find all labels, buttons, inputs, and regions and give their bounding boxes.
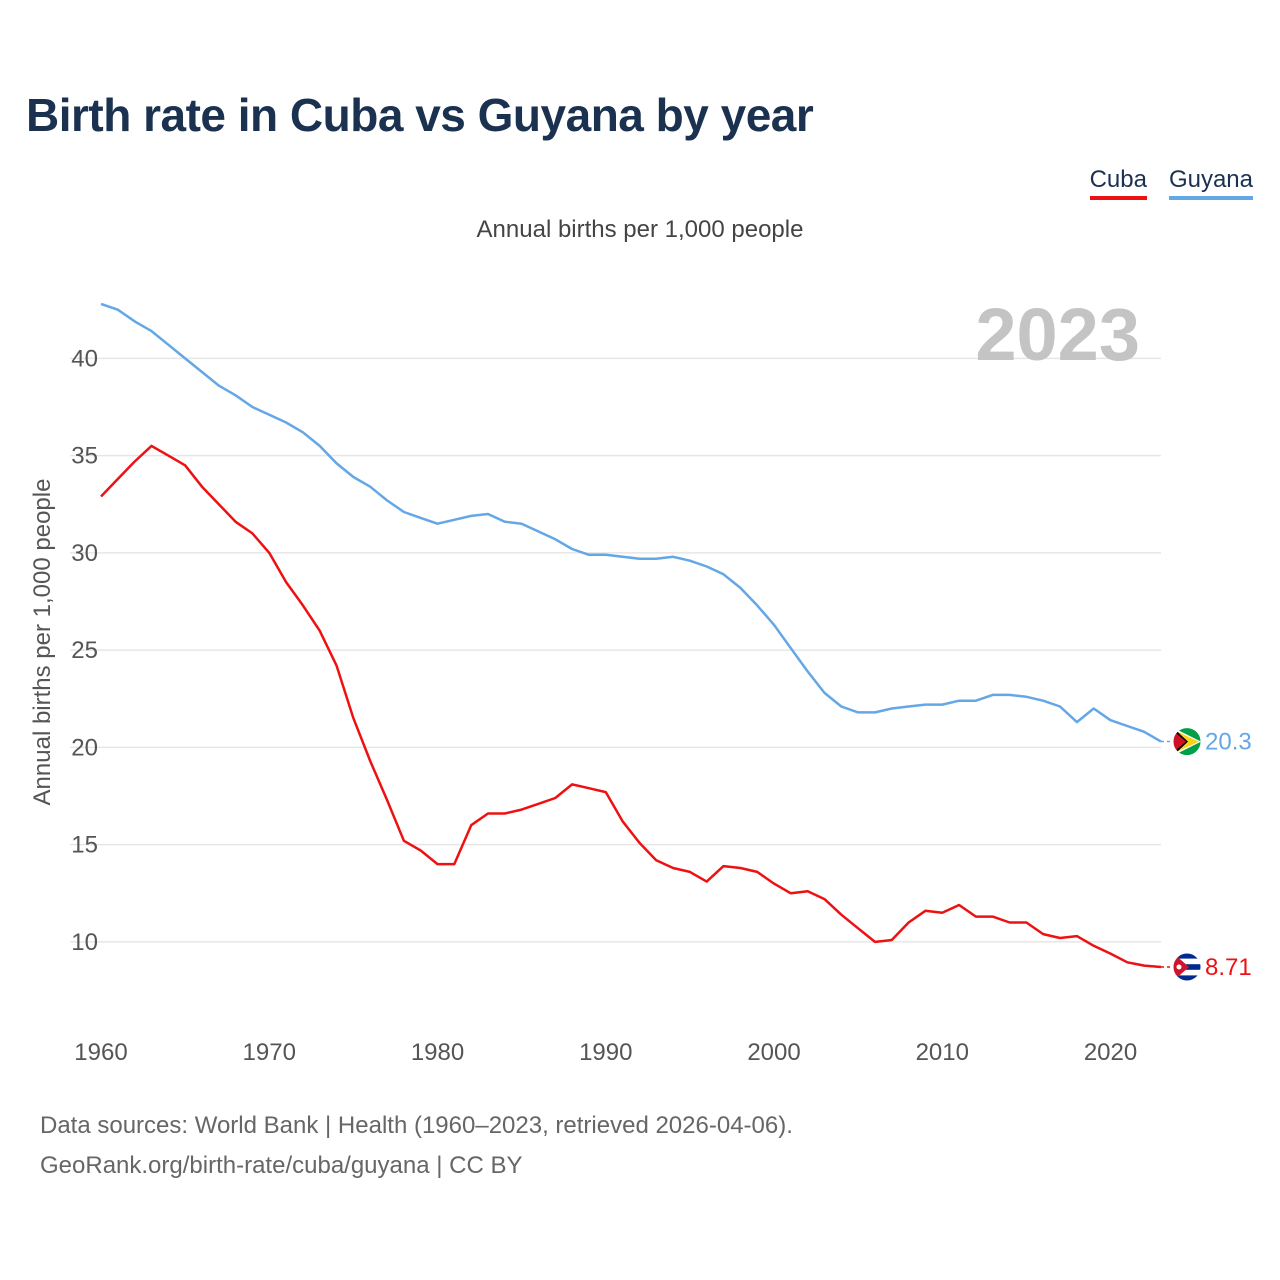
x-tick-label: 1980 bbox=[411, 1039, 464, 1066]
x-tick-label: 2020 bbox=[1084, 1039, 1137, 1066]
footer: Data sources: World Bank | Health (1960–… bbox=[40, 1106, 793, 1186]
end-value-label-cuba: 8.71 bbox=[1205, 954, 1252, 981]
x-tick-label: 1960 bbox=[74, 1039, 127, 1066]
y-tick-label: 25 bbox=[71, 637, 98, 664]
series-line-cuba[interactable] bbox=[100, 444, 1162, 969]
legend-item-cuba[interactable]: Cuba bbox=[1089, 166, 1147, 200]
x-tick-label: 2000 bbox=[747, 1039, 800, 1066]
y-tick-label: 40 bbox=[71, 345, 98, 372]
y-tick-label: 15 bbox=[71, 832, 98, 859]
line-chart: 10 15 20 25 30 35 40 1960 1970 1980 1990 2000 2010 20… bbox=[29, 293, 1252, 1066]
x-tick-label: 1990 bbox=[579, 1039, 632, 1066]
cuba-flag-icon bbox=[1172, 952, 1202, 982]
y-axis-title: Annual births per 1,000 people bbox=[29, 479, 56, 806]
y-tick-label: 30 bbox=[71, 540, 98, 567]
chart-subtitle: Annual births per 1,000 people bbox=[476, 216, 804, 243]
year-watermark: 2023 bbox=[975, 293, 1140, 376]
y-tick-label: 35 bbox=[71, 443, 98, 470]
x-tick-label: 2010 bbox=[916, 1039, 969, 1066]
legend-item-guyana[interactable]: Guyana bbox=[1168, 166, 1253, 200]
data-source-text: Data sources: World Bank | Health (1960–… bbox=[40, 1112, 793, 1139]
x-tick-label: 1970 bbox=[243, 1039, 296, 1066]
series-line-guyana[interactable] bbox=[100, 302, 1162, 743]
y-tick-label: 20 bbox=[71, 734, 98, 761]
legend: Cuba Guyana bbox=[1089, 166, 1253, 200]
chart-title: Birth rate in Cuba vs Guyana by year bbox=[26, 89, 814, 141]
end-value-label-guyana: 20.3 bbox=[1205, 729, 1252, 756]
guyana-flag-icon bbox=[1172, 727, 1202, 757]
source-url-text[interactable]: GeoRank.org/birth-rate/cuba/guyana | CC … bbox=[40, 1152, 523, 1179]
y-tick-label: 10 bbox=[71, 929, 98, 956]
